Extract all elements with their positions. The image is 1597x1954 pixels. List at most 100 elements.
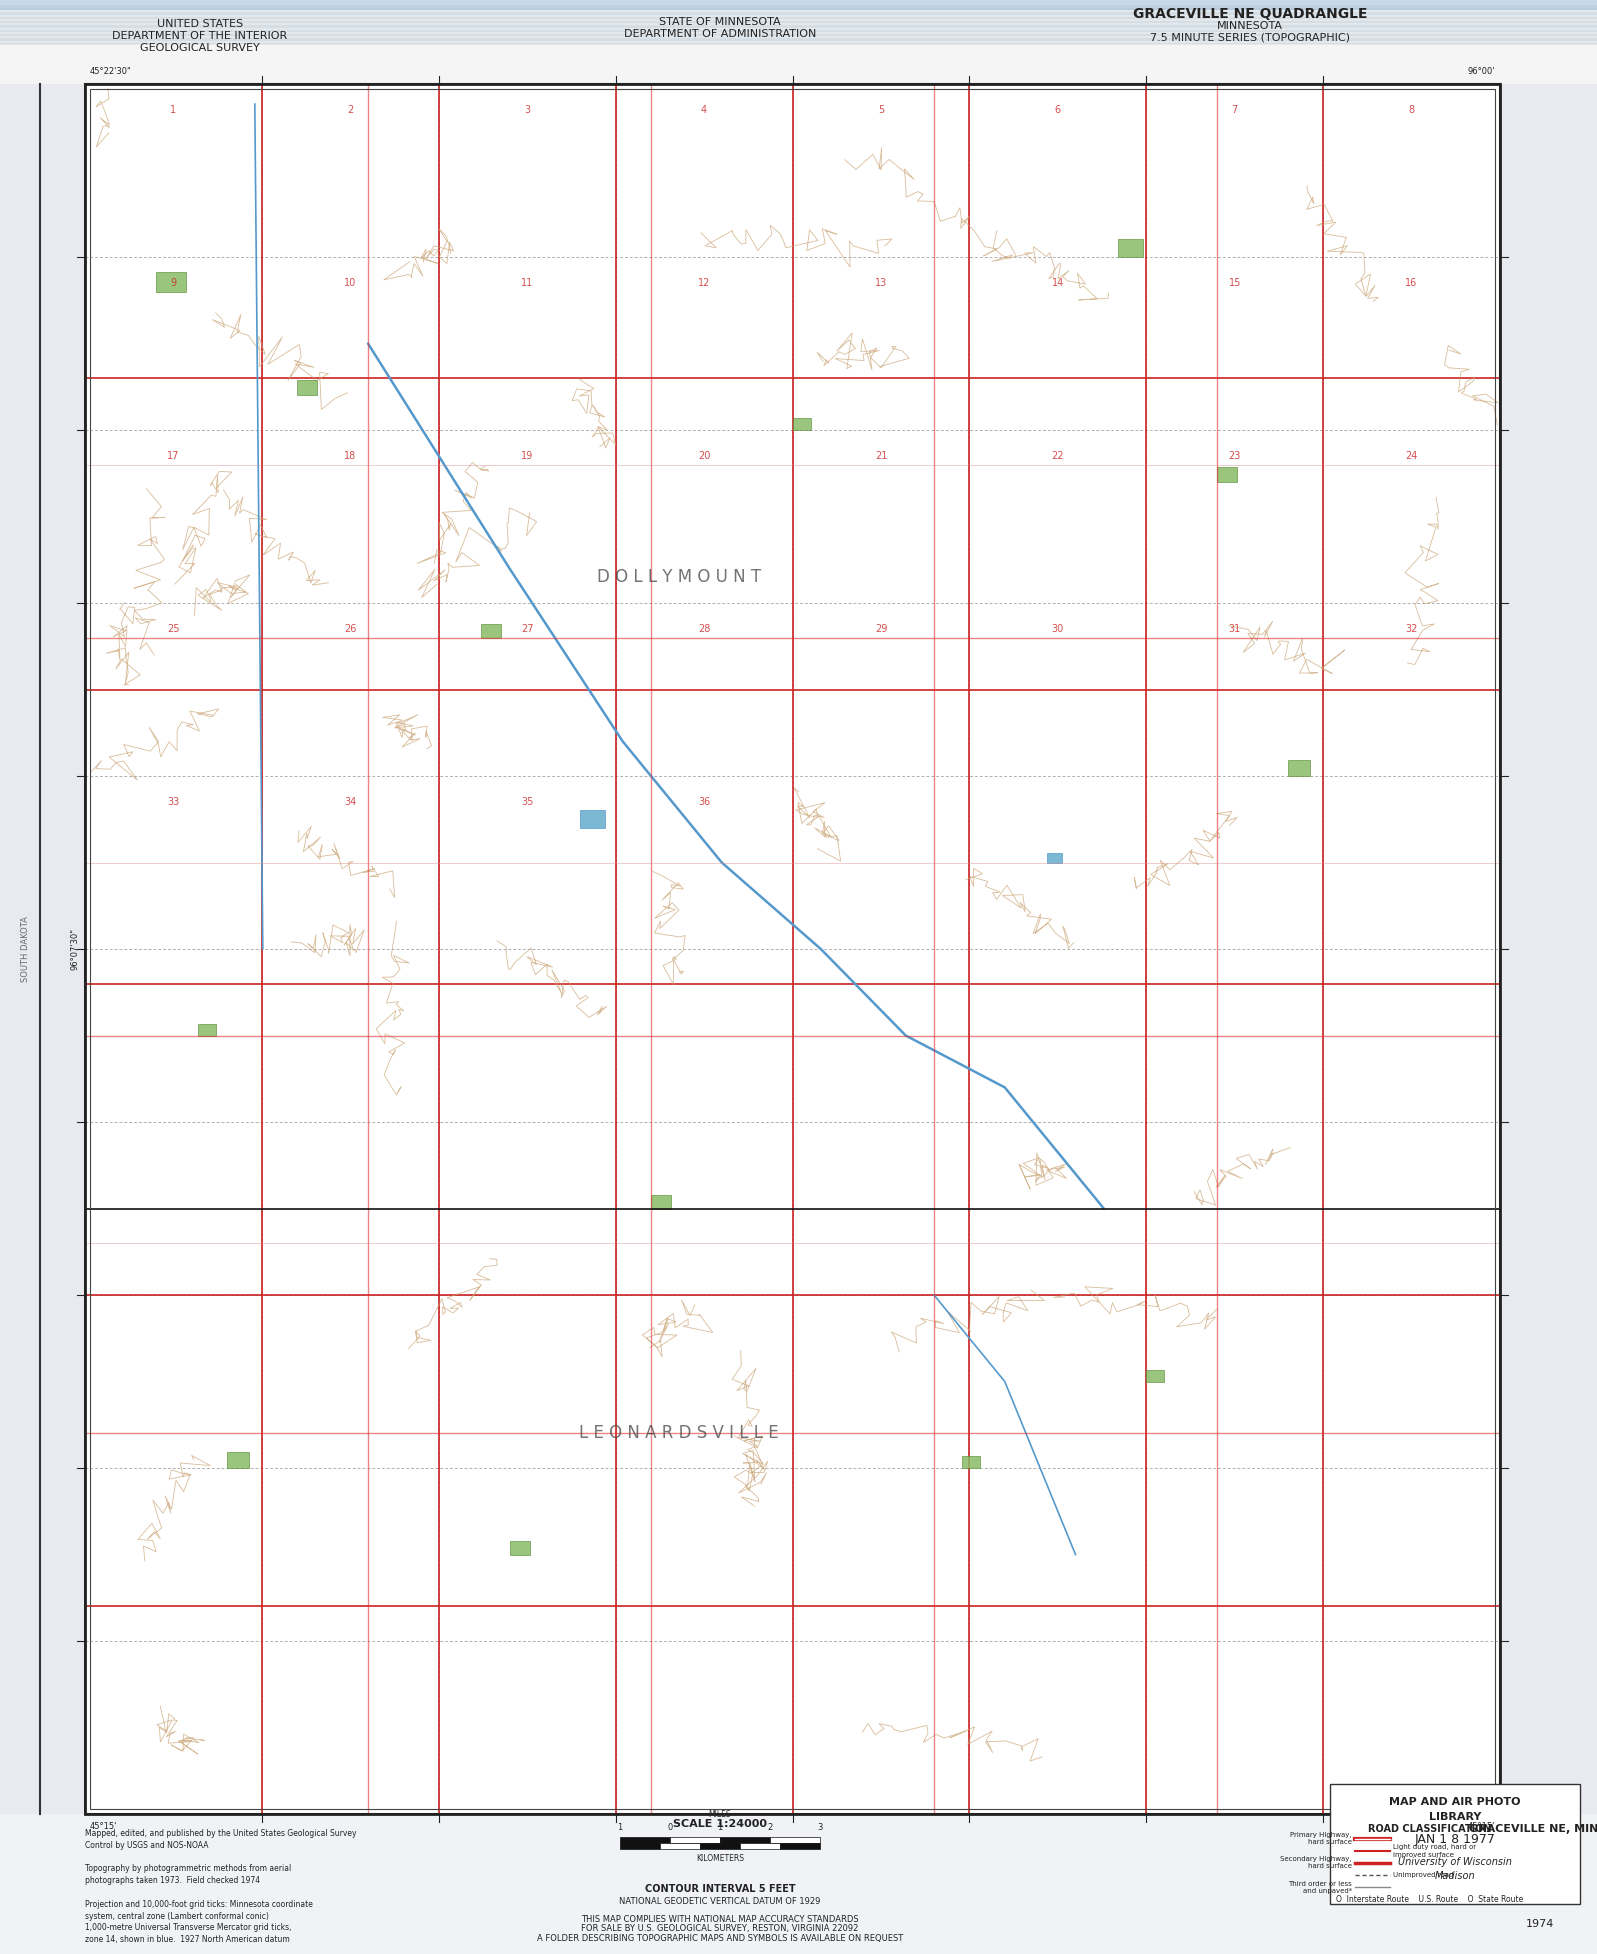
Text: 2: 2 bbox=[768, 1823, 773, 1833]
Text: 33: 33 bbox=[168, 797, 179, 807]
Text: SOUTH DAKOTA: SOUTH DAKOTA bbox=[21, 916, 29, 983]
Text: GRACEVILLE NE QUADRANGLE: GRACEVILLE NE QUADRANGLE bbox=[1132, 8, 1367, 21]
Text: 0: 0 bbox=[668, 1823, 672, 1833]
Bar bbox=[85, 84, 1500, 1813]
Bar bbox=[671, 1837, 720, 1843]
Text: UNITED STATES: UNITED STATES bbox=[157, 20, 243, 29]
Text: CONTOUR INTERVAL 5 FEET: CONTOUR INTERVAL 5 FEET bbox=[645, 1884, 795, 1893]
Text: A FOLDER DESCRIBING TOPOGRAPHIC MAPS AND SYMBOLS IS AVAILABLE ON REQUEST: A FOLDER DESCRIBING TOPOGRAPHIC MAPS AND… bbox=[537, 1934, 904, 1944]
Bar bbox=[1330, 1784, 1579, 1903]
Text: 21: 21 bbox=[875, 451, 886, 461]
Bar bbox=[770, 1837, 819, 1843]
Bar bbox=[652, 1194, 671, 1208]
Bar bbox=[481, 623, 501, 637]
Text: O  Interstate Route    U.S. Route    O  State Route: O Interstate Route U.S. Route O State Ro… bbox=[1337, 1895, 1524, 1903]
Text: 5: 5 bbox=[878, 106, 885, 115]
Bar bbox=[198, 1024, 216, 1036]
Text: 96°00': 96°00' bbox=[1468, 66, 1495, 76]
Bar bbox=[0, 10, 1597, 84]
Text: 35: 35 bbox=[521, 797, 533, 807]
Text: JAN 1 8 1977: JAN 1 8 1977 bbox=[1415, 1833, 1495, 1845]
Text: Primary Highway,
hard surface: Primary Highway, hard surface bbox=[1290, 1833, 1353, 1845]
Text: LIBRARY: LIBRARY bbox=[1429, 1811, 1480, 1821]
Bar bbox=[85, 84, 1500, 1813]
Bar bbox=[720, 1837, 770, 1843]
Text: FOR SALE BY U.S. GEOLOGICAL SURVEY, RESTON, VIRGINIA 22092: FOR SALE BY U.S. GEOLOGICAL SURVEY, REST… bbox=[581, 1925, 859, 1934]
Text: 17: 17 bbox=[168, 451, 179, 461]
Text: Mapped, edited, and published by the United States Geological Survey
Control by : Mapped, edited, and published by the Uni… bbox=[85, 1829, 356, 1954]
Bar bbox=[227, 1452, 249, 1467]
Text: KILOMETERS: KILOMETERS bbox=[696, 1854, 744, 1862]
Bar bbox=[1048, 852, 1062, 862]
Text: 19: 19 bbox=[521, 451, 533, 461]
Bar bbox=[580, 809, 605, 828]
Text: 31: 31 bbox=[1228, 623, 1241, 633]
Text: Madison: Madison bbox=[1434, 1872, 1476, 1882]
Text: Third order or less
and unpaved*: Third order or less and unpaved* bbox=[1289, 1880, 1353, 1893]
Text: 15: 15 bbox=[1228, 277, 1241, 287]
Bar bbox=[660, 1843, 699, 1848]
Bar bbox=[509, 1540, 530, 1555]
Text: 45°15': 45°15' bbox=[89, 1821, 117, 1831]
Text: 8: 8 bbox=[1409, 106, 1415, 115]
Text: 28: 28 bbox=[698, 623, 711, 633]
Text: 23: 23 bbox=[1228, 451, 1241, 461]
Text: 36: 36 bbox=[698, 797, 711, 807]
Text: 24: 24 bbox=[1405, 451, 1418, 461]
Text: 1: 1 bbox=[171, 106, 177, 115]
Text: 18: 18 bbox=[345, 451, 356, 461]
Text: 20: 20 bbox=[698, 451, 711, 461]
Text: MINNESOTA: MINNESOTA bbox=[1217, 21, 1282, 31]
Bar bbox=[89, 90, 1495, 1809]
Text: 11: 11 bbox=[521, 277, 533, 287]
Text: ROAD CLASSIFICATION: ROAD CLASSIFICATION bbox=[1369, 1823, 1492, 1835]
Text: 45°22'30": 45°22'30" bbox=[89, 66, 131, 76]
Text: 29: 29 bbox=[875, 623, 886, 633]
Text: 16: 16 bbox=[1405, 277, 1418, 287]
Bar bbox=[1503, 84, 1597, 1813]
Bar bbox=[779, 1843, 819, 1848]
Text: 3: 3 bbox=[818, 1823, 822, 1833]
Text: University of Wisconsin: University of Wisconsin bbox=[1397, 1856, 1512, 1866]
Text: Secondary Highway,
hard surface: Secondary Highway, hard surface bbox=[1281, 1856, 1353, 1870]
Bar bbox=[157, 272, 185, 291]
Text: Light duty road, hard or
improved surface: Light duty road, hard or improved surfac… bbox=[1393, 1845, 1476, 1858]
Text: 1: 1 bbox=[717, 1823, 722, 1833]
Text: 26: 26 bbox=[343, 623, 356, 633]
Text: THIS MAP COMPLIES WITH NATIONAL MAP ACCURACY STANDARDS: THIS MAP COMPLIES WITH NATIONAL MAP ACCU… bbox=[581, 1915, 859, 1923]
Text: L E O N A R D S V I L L E: L E O N A R D S V I L L E bbox=[580, 1424, 779, 1442]
Bar bbox=[1287, 760, 1310, 776]
Text: 32: 32 bbox=[1405, 623, 1418, 633]
Text: NATIONAL GEODETIC VERTICAL DATUM OF 1929: NATIONAL GEODETIC VERTICAL DATUM OF 1929 bbox=[620, 1897, 821, 1907]
Bar bbox=[963, 1456, 981, 1467]
Text: 6: 6 bbox=[1054, 106, 1060, 115]
Text: 27: 27 bbox=[521, 623, 533, 633]
Text: MILES: MILES bbox=[709, 1809, 731, 1819]
Text: 9: 9 bbox=[171, 277, 177, 287]
Bar bbox=[0, 0, 1597, 45]
Text: DEPARTMENT OF ADMINISTRATION: DEPARTMENT OF ADMINISTRATION bbox=[624, 29, 816, 39]
Text: 34: 34 bbox=[345, 797, 356, 807]
Text: 45°15': 45°15' bbox=[1468, 1821, 1495, 1831]
Text: 1974: 1974 bbox=[1525, 1919, 1554, 1929]
Bar bbox=[1147, 1370, 1164, 1381]
Text: DEPARTMENT OF THE INTERIOR: DEPARTMENT OF THE INTERIOR bbox=[112, 31, 287, 41]
Text: 10: 10 bbox=[345, 277, 356, 287]
Text: 22: 22 bbox=[1051, 451, 1064, 461]
Bar bbox=[1217, 467, 1238, 483]
Text: 25: 25 bbox=[168, 623, 180, 633]
Text: 96°07'30": 96°07'30" bbox=[70, 928, 80, 969]
Text: Unimproved road: Unimproved road bbox=[1393, 1872, 1453, 1878]
Text: 4: 4 bbox=[701, 106, 707, 115]
Bar bbox=[620, 1843, 660, 1848]
Text: 1: 1 bbox=[618, 1823, 623, 1833]
Text: SCALE 1:24000: SCALE 1:24000 bbox=[672, 1819, 767, 1829]
Text: 12: 12 bbox=[698, 277, 711, 287]
Text: GRACEVILLE NE, MINN.: GRACEVILLE NE, MINN. bbox=[1469, 1823, 1597, 1835]
Text: MAP AND AIR PHOTO: MAP AND AIR PHOTO bbox=[1389, 1798, 1520, 1807]
Bar bbox=[1118, 238, 1143, 258]
Text: 13: 13 bbox=[875, 277, 886, 287]
Text: 7.5 MINUTE SERIES (TOPOGRAPHIC): 7.5 MINUTE SERIES (TOPOGRAPHIC) bbox=[1150, 33, 1349, 43]
Bar bbox=[297, 381, 318, 395]
Text: 3: 3 bbox=[524, 106, 530, 115]
